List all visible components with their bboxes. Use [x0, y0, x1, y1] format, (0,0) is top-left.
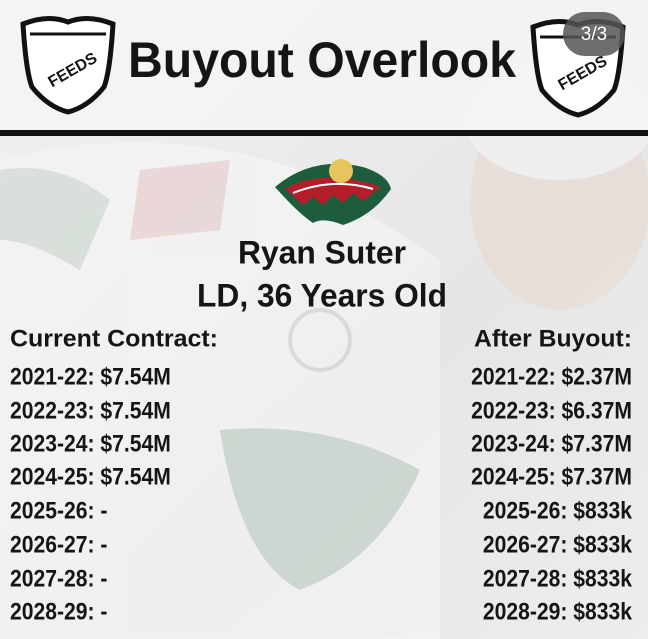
- feeds-logo-left: FEEDS: [20, 16, 116, 115]
- buyout-row: 2021-22: $2.37M: [471, 363, 632, 390]
- header-rule: [0, 130, 648, 136]
- player-details: LD, 36 Years Old: [197, 277, 447, 313]
- contract-row: 2025-26: -: [10, 497, 107, 524]
- team-logo: [275, 159, 391, 225]
- buyout-row: 2023-24: $7.37M: [471, 430, 632, 457]
- buyout-row: 2027-28: $833k: [483, 565, 633, 592]
- contract-row: 2026-27: -: [10, 531, 107, 558]
- contract-row: 2028-29: -: [10, 598, 107, 625]
- contract-row: 2027-28: -: [10, 565, 107, 592]
- player-name: Ryan Suter: [238, 234, 406, 270]
- contract-row: 2024-25: $7.54M: [10, 463, 171, 490]
- title: Buyout Overlook: [128, 32, 516, 88]
- buyout-row: 2026-27: $833k: [483, 531, 633, 558]
- badge-bg: [563, 12, 625, 56]
- buyout-row: 2022-23: $6.37M: [471, 397, 632, 424]
- column-heading: Current Contract:: [10, 325, 218, 352]
- buyout-row: 2028-29: $833k: [483, 598, 633, 625]
- contract-row: 2023-24: $7.54M: [10, 430, 171, 457]
- contract-row: 2022-23: $7.54M: [10, 397, 171, 424]
- page-badge: 3/3: [581, 24, 607, 45]
- buyout-row: 2025-26: $833k: [483, 497, 633, 524]
- column-heading: After Buyout:: [474, 325, 632, 352]
- contract-row: 2021-22: $7.54M: [10, 363, 171, 390]
- buyout-row: 2024-25: $7.37M: [471, 463, 632, 490]
